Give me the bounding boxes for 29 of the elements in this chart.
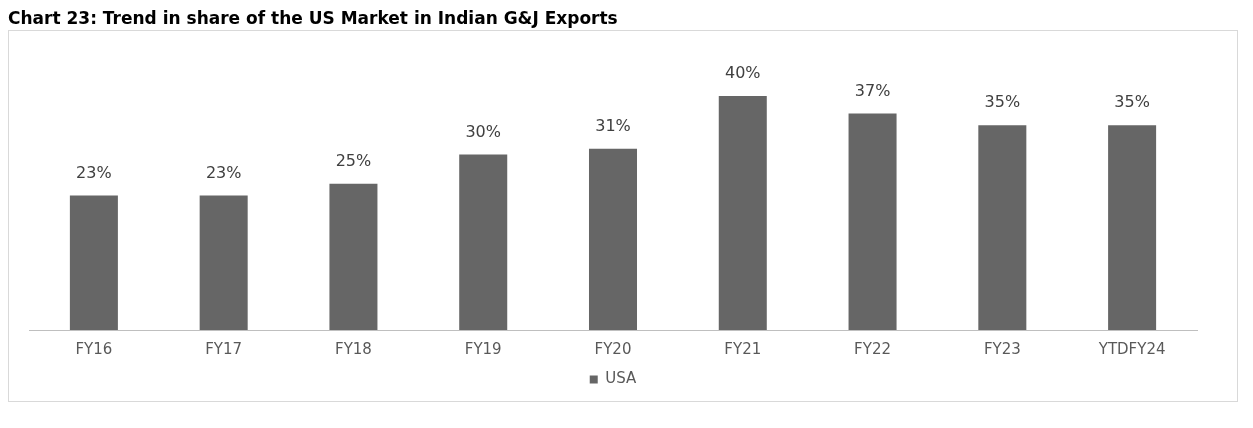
data-label: 40% [725, 63, 761, 83]
data-label: 35% [984, 92, 1021, 112]
data-label: 25% [335, 150, 372, 170]
bar [199, 195, 248, 330]
x-tick-label: FY20 [594, 339, 632, 358]
legend-label: USA [605, 369, 638, 388]
x-tick-label: FY18 [335, 339, 372, 358]
x-tick-label: FY22 [854, 339, 891, 358]
data-label: 30% [465, 121, 501, 141]
x-tick-label: FY21 [724, 339, 762, 358]
x-tick-label: FY16 [75, 339, 113, 358]
bar [978, 125, 1027, 330]
bar [1108, 125, 1157, 330]
bar [69, 195, 118, 330]
x-tick-label: FY23 [983, 339, 1021, 358]
bar [848, 113, 897, 330]
bar [588, 148, 638, 330]
data-label: 31% [595, 115, 631, 135]
bar [329, 183, 378, 330]
data-label: 35% [1114, 92, 1150, 112]
data-label: 23% [205, 162, 242, 182]
x-tick-label: FY17 [205, 339, 243, 358]
bar [718, 96, 767, 330]
chart-title: Chart 23: Trend in share of the US Market in Indian G&J Exports [8, 8, 619, 28]
x-tick-label: YTDFY24 [1097, 339, 1166, 358]
data-label: 37% [854, 80, 891, 100]
data-label: 23% [76, 162, 112, 182]
bar [459, 154, 508, 330]
x-tick-label: FY19 [464, 339, 502, 358]
